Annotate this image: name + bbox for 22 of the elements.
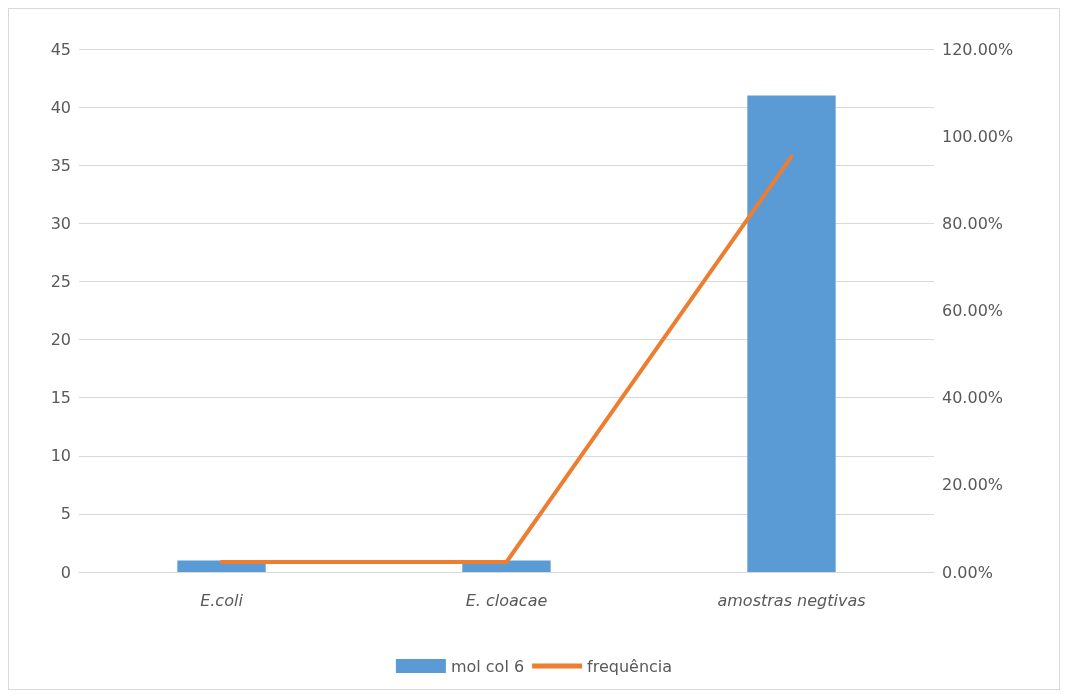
y2-tick-label: 0.00% — [942, 562, 993, 582]
y-tick-label: 0 — [60, 562, 71, 582]
y2-tick-label: 120.00% — [942, 39, 1014, 59]
y-tick-label: 15 — [50, 388, 71, 408]
y-tick-label: 25 — [50, 271, 71, 291]
y2-tick-label: 60.00% — [942, 301, 1004, 320]
y2-tick-label: 20.00% — [942, 475, 1004, 495]
legend-label: frequência — [587, 656, 673, 676]
legend-label: mol col 6 — [450, 656, 525, 676]
y-tick-label: 40 — [50, 97, 71, 117]
y-tick-label: 30 — [50, 213, 71, 233]
y-tick-label: 45 — [50, 39, 71, 59]
y2-tick-label: 40.00% — [942, 388, 1004, 408]
y-tick-label: 5 — [60, 504, 71, 524]
y2-tick-label: 100.00% — [942, 126, 1014, 146]
y-tick-label: 10 — [50, 446, 71, 466]
y-tick-label: 20 — [50, 330, 71, 350]
x-tick-label: E.coli — [200, 590, 244, 610]
y2-tick-label: 80.00% — [942, 213, 1004, 233]
x-tick-label: amostras negtivas — [717, 590, 866, 610]
x-tick-label: E. cloacae — [465, 590, 548, 610]
y-tick-label: 35 — [50, 155, 71, 175]
